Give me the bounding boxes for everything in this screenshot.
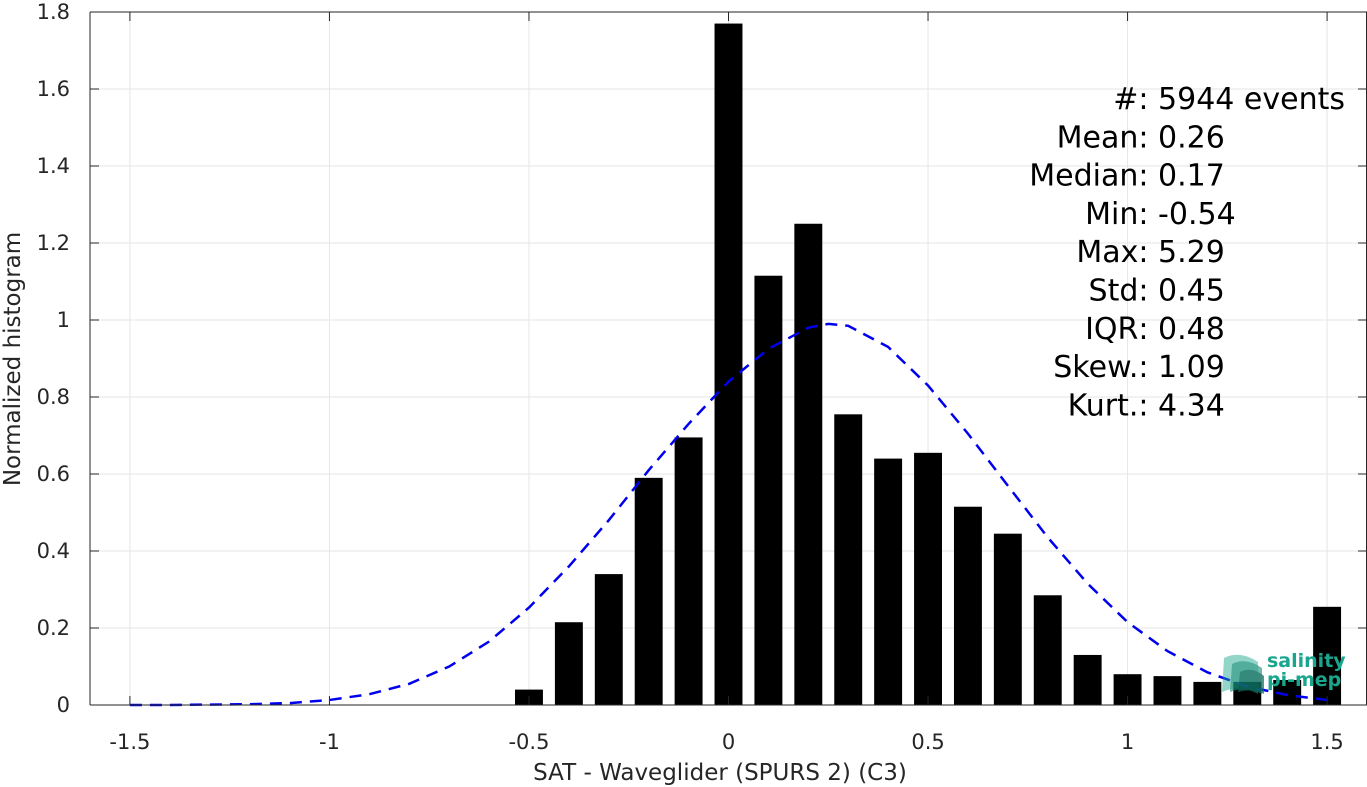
- bars: [515, 23, 1342, 706]
- histogram-bar: [993, 533, 1022, 705]
- histogram-bar: [1193, 681, 1222, 705]
- histogram-bar: [794, 223, 823, 705]
- logo-line2: pi-mep: [1267, 669, 1341, 691]
- salinity-pi-mep-logo: salinity pi-mep: [1222, 650, 1346, 694]
- histogram-bar: [834, 414, 863, 705]
- stat-label-0: #: [1113, 82, 1138, 117]
- stat-value-6: : 0.48: [1138, 312, 1224, 347]
- x-tick-label-1: -1: [319, 730, 340, 754]
- histogram-bar: [594, 574, 623, 705]
- tick-labels: -1.5 -1 -0.5 0 0.5 1 1.5 0 0.2 0.4 0.6 0.8 1 1.2 1.4 1.…: [37, 0, 1344, 754]
- logo-line1: salinity: [1267, 650, 1346, 672]
- y-tick-label-1: 0.2: [37, 616, 70, 640]
- stat-value-1: : 0.26: [1138, 120, 1224, 155]
- histogram-bar: [1033, 595, 1062, 705]
- histogram-bar: [953, 506, 982, 705]
- y-axis-label: Normalized histogram: [0, 232, 26, 486]
- y-tick-label-4: 0.8: [37, 385, 70, 409]
- stat-label-6: IQR: [1085, 312, 1138, 347]
- stat-label-3: Min: [1085, 197, 1138, 232]
- stat-label-5: Std: [1089, 274, 1139, 309]
- stat-value-7: : 1.09: [1138, 350, 1224, 385]
- stat-value-2: : 0.17: [1138, 159, 1224, 194]
- histogram-bar: [1073, 654, 1102, 705]
- histogram-bar: [914, 452, 942, 705]
- stat-value-4: : 5.29: [1138, 235, 1224, 270]
- histogram-bar: [634, 477, 663, 705]
- fit-curve: [129, 322, 1328, 707]
- stat-label-7: Skew.: [1053, 350, 1138, 385]
- histogram-bar: [674, 437, 703, 705]
- x-tick-label-0: -1.5: [109, 730, 150, 754]
- histogram-bar: [754, 275, 783, 705]
- y-tick-label-2: 0.4: [37, 539, 70, 563]
- stat-value-3: : -0.54: [1138, 197, 1235, 232]
- stat-value-0: : 5944 events: [1138, 82, 1345, 117]
- histogram-bar: [714, 23, 743, 706]
- x-tick-label-2: -0.5: [508, 730, 549, 754]
- y-tick-label-3: 0.6: [37, 462, 70, 486]
- y-tick-label-5: 1: [57, 308, 70, 332]
- histogram-bar: [1313, 606, 1342, 705]
- histogram-bar: [874, 458, 903, 705]
- logo-wave-icon: [1222, 654, 1264, 694]
- y-tick-label-6: 1.2: [37, 231, 70, 255]
- stat-label-2: Median: [1029, 159, 1138, 194]
- x-axis-label: SAT - Waveglider (SPURS 2) (C3): [533, 760, 907, 786]
- x-tick-label-6: 1.5: [1310, 730, 1343, 754]
- x-tick-label-4: 0.5: [911, 730, 944, 754]
- stat-value-8: : 4.34: [1138, 388, 1224, 423]
- histogram-bar: [554, 622, 583, 705]
- y-tick-label-9: 1.8: [37, 0, 70, 24]
- x-tick-label-5: 1: [1121, 730, 1134, 754]
- stat-value-5: : 0.45: [1138, 274, 1224, 309]
- y-tick-label-8: 1.6: [37, 77, 70, 101]
- y-tick-label-7: 1.4: [37, 154, 70, 178]
- x-tick-label-3: 0: [722, 730, 735, 754]
- stat-label-4: Max: [1076, 235, 1138, 270]
- gaussian-fit-line: [129, 322, 1328, 707]
- stat-label-1: Mean: [1057, 120, 1139, 155]
- y-tick-label-0: 0: [57, 693, 70, 717]
- histogram-bar: [1153, 676, 1182, 705]
- stat-label-8: Kurt.: [1068, 388, 1139, 423]
